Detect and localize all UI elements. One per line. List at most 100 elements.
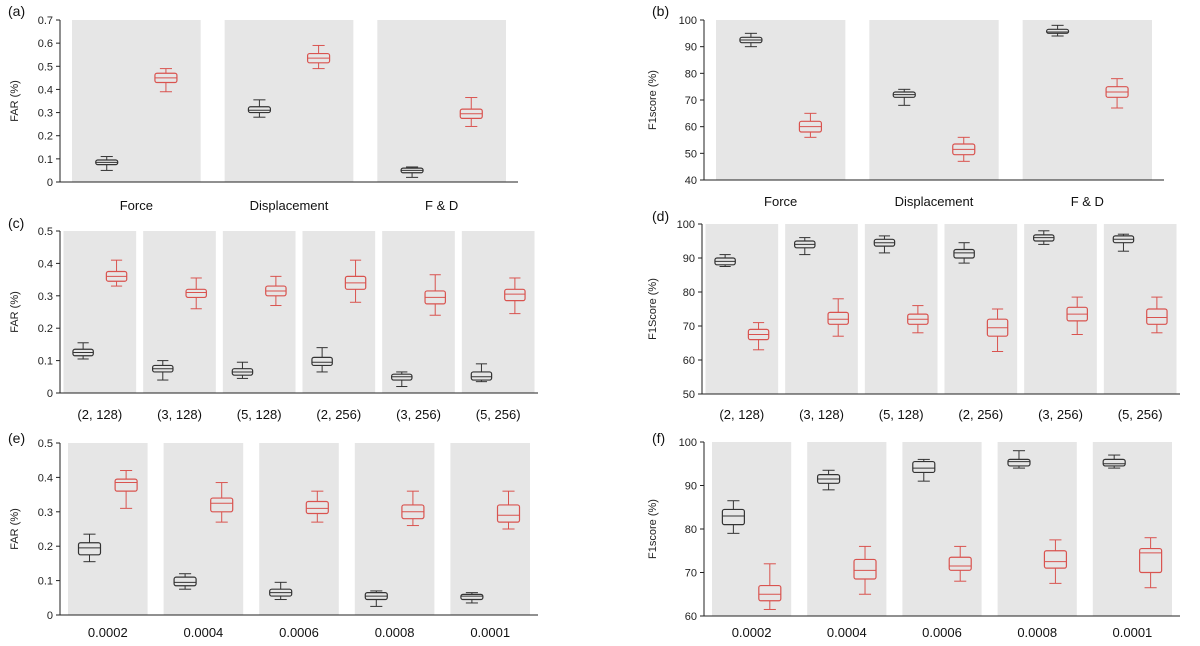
y-axis-label: FAR (%) xyxy=(9,508,21,550)
y-tick-label: 70 xyxy=(685,568,697,580)
box-dark xyxy=(1112,233,1135,252)
category-band xyxy=(222,231,296,393)
category-label: Force xyxy=(764,194,797,209)
category-label: 0.0008 xyxy=(1017,625,1057,640)
panel-label: (a) xyxy=(8,3,25,19)
box-dark xyxy=(231,361,254,379)
category-band xyxy=(716,20,846,180)
category-band xyxy=(869,20,999,180)
box-dark xyxy=(873,235,896,254)
y-tick-label: 0.1 xyxy=(38,576,53,588)
category-band xyxy=(354,443,435,615)
panel-e: 0 0.1 0.2 0.3 0.4 0.5 FAR (%) (e) 0.0002 0.0004 0.… xyxy=(8,430,538,640)
category-label: (2, 256) xyxy=(958,407,1003,422)
y-tick-label: 90 xyxy=(685,481,697,493)
box-dark xyxy=(721,500,745,534)
category-band xyxy=(377,20,506,182)
y-tick-label: 90 xyxy=(683,253,695,265)
panel-a: 0 0.1 0.2 0.3 0.4 0.5 0.6 0.7 FAR (%) (a) Force Dis… xyxy=(8,3,518,213)
box-red xyxy=(907,305,929,334)
y-tick-label: 0.3 xyxy=(38,507,53,519)
box-dark xyxy=(470,363,493,383)
y-tick-label: 50 xyxy=(685,148,697,160)
box-red xyxy=(747,322,770,351)
y-tick-label: 0.3 xyxy=(38,291,53,303)
box-body xyxy=(953,248,975,259)
category-band xyxy=(72,20,201,182)
panel-label: (f) xyxy=(652,430,665,446)
y-tick-label: 0.4 xyxy=(38,258,53,270)
box-red xyxy=(952,136,976,162)
category-band xyxy=(461,231,535,393)
box-dark xyxy=(173,573,197,590)
y-tick-label: 0.5 xyxy=(38,61,53,73)
box-red xyxy=(496,490,521,530)
box-dark xyxy=(794,237,816,256)
panel-c: 0 0.1 0.2 0.3 0.4 0.5 FAR (%) (c) (2, 128) (3, 12… xyxy=(8,215,538,422)
category-label: 0.0004 xyxy=(827,625,867,640)
panel-d: 50 60 70 80 90 100 F1Score (%) (d) (2, 128) (3, 1… xyxy=(647,208,1180,422)
box-body xyxy=(114,478,138,492)
box-dark xyxy=(1102,454,1126,469)
box-red xyxy=(105,259,128,287)
box-body xyxy=(721,508,745,526)
category-label: Displacement xyxy=(250,198,329,213)
box-dark xyxy=(892,88,916,106)
category-label: Force xyxy=(120,198,153,213)
category-band xyxy=(450,443,530,615)
box-red xyxy=(305,490,329,523)
y-tick-label: 0 xyxy=(47,610,53,622)
box-body xyxy=(827,311,849,325)
box-dark xyxy=(391,371,413,388)
box-red xyxy=(265,275,287,307)
box-red xyxy=(827,298,849,337)
box-red xyxy=(424,274,446,316)
box-body xyxy=(948,556,972,571)
panel-label: (b) xyxy=(652,3,669,19)
category-band xyxy=(1022,20,1152,180)
category-band xyxy=(302,231,376,393)
box-body xyxy=(460,593,484,601)
y-tick-label: 0.2 xyxy=(38,541,53,553)
y-tick-label: 0.7 xyxy=(38,15,53,27)
category-label: 0.0002 xyxy=(732,625,772,640)
y-tick-label: 90 xyxy=(685,42,697,54)
category-label: 0.0004 xyxy=(184,625,224,640)
y-tick-label: 70 xyxy=(685,95,697,107)
category-label: (3, 256) xyxy=(396,407,441,422)
box-dark xyxy=(400,166,424,178)
box-body xyxy=(504,288,526,302)
panel-label: (d) xyxy=(652,208,669,224)
box-dark xyxy=(72,342,94,360)
y-axis-label: F1score (%) xyxy=(647,70,659,130)
category-band xyxy=(712,442,792,616)
panel-b: 40 50 60 70 80 90 100 F1score (%) (b) Force Displa… xyxy=(647,3,1164,209)
panel-label: (c) xyxy=(8,215,24,231)
box-dark xyxy=(1033,230,1055,245)
box-red xyxy=(798,112,823,138)
category-label: F & D xyxy=(1071,194,1104,209)
category-label: (5, 256) xyxy=(1118,407,1163,422)
box-red xyxy=(853,545,877,595)
box-body xyxy=(311,356,333,367)
category-label: (2, 128) xyxy=(719,407,764,422)
category-label: 0.0001 xyxy=(1113,625,1153,640)
category-label: (2, 256) xyxy=(316,407,361,422)
y-tick-label: 80 xyxy=(685,524,697,536)
category-label: 0.0006 xyxy=(922,625,962,640)
y-tick-label: 50 xyxy=(683,389,695,401)
category-label: (5, 256) xyxy=(476,407,521,422)
category-label: (5, 128) xyxy=(237,407,282,422)
box-dark xyxy=(714,254,736,267)
y-tick-label: 0.2 xyxy=(38,323,53,335)
box-dark xyxy=(152,360,174,381)
box-dark xyxy=(95,156,119,171)
box-body xyxy=(1045,28,1070,34)
box-dark xyxy=(739,32,763,48)
category-band xyxy=(1092,442,1172,616)
y-tick-label: 40 xyxy=(685,175,697,187)
category-label: 0.0006 xyxy=(279,625,319,640)
box-dark xyxy=(460,592,484,604)
box-body xyxy=(247,106,272,114)
